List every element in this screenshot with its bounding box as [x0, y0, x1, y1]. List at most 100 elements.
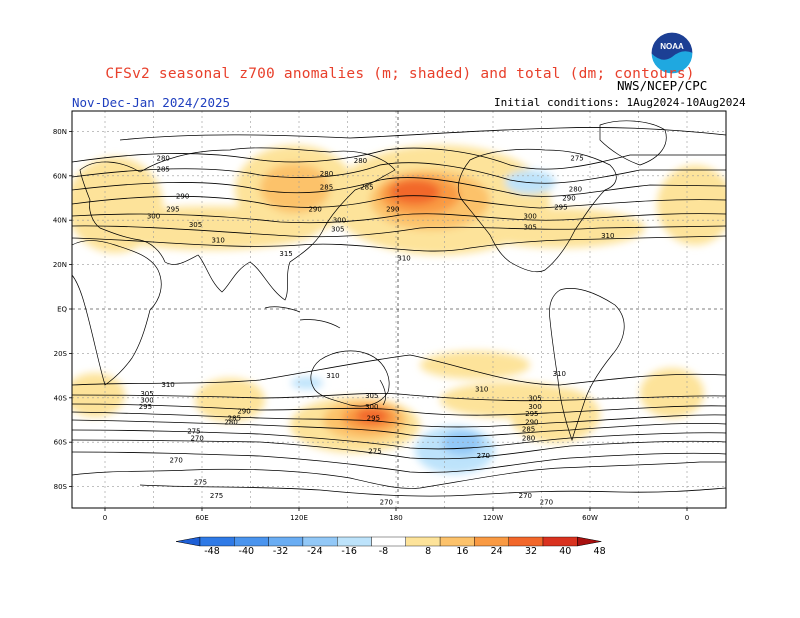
colorbar-label: -16 — [341, 546, 357, 557]
colorbar-label: 16 — [456, 546, 468, 557]
colorbar-box — [405, 536, 441, 547]
contour-label: 285 — [228, 414, 241, 422]
initial-conditions: Initial conditions: 1Aug2024-10Aug2024 — [494, 96, 746, 109]
contour-label: 280 — [522, 434, 535, 442]
contour-label: 280 — [320, 170, 333, 178]
colorbar-box — [508, 536, 544, 547]
contour-sh-270 — [72, 451, 726, 473]
contour-nh-275 — [119, 127, 726, 141]
contour-label: 290 — [525, 419, 538, 427]
contour-sh-290 — [72, 419, 726, 438]
contour-label: 295 — [166, 206, 179, 214]
contour-label: 270 — [540, 499, 553, 507]
coast-africa — [72, 240, 162, 386]
contour-label: 290 — [386, 206, 399, 214]
contour-label: 305 — [528, 394, 541, 402]
contour-label: 310 — [397, 254, 410, 262]
contour-label: 270 — [380, 499, 393, 507]
colorbar-box — [302, 536, 338, 547]
lon-label: 180 — [389, 514, 402, 522]
contour-label: 275 — [570, 155, 583, 163]
forecast-period: Nov-Dec-Jan 2024/2025 — [72, 95, 231, 110]
contour-nh-285 — [72, 162, 726, 184]
anomaly-peak-north-pacific — [390, 180, 440, 204]
contour-nh-300 — [72, 213, 726, 224]
colorbar-arrow-high — [577, 536, 602, 547]
coast-new-zealand — [379, 379, 386, 406]
contour-label: 310 — [326, 372, 339, 380]
colorbar-label: -40 — [239, 546, 255, 557]
contour-label: 295 — [367, 414, 380, 422]
lat-label: 80S — [54, 483, 68, 491]
contour-label: 280 — [157, 155, 170, 163]
lat-label: EQ — [57, 306, 67, 314]
colorbar-label: 24 — [491, 546, 503, 557]
lat-label: 80N — [53, 128, 67, 136]
anomaly-neg-s-indian — [291, 377, 323, 389]
coast-indonesia — [264, 306, 341, 329]
contour-label: 285 — [522, 425, 535, 433]
coast-greenland — [599, 120, 667, 166]
contour-label: 280 — [224, 419, 237, 427]
contour-label: 290 — [237, 408, 250, 416]
contour-label: 280 — [354, 157, 367, 165]
colorbar-label: 32 — [525, 546, 537, 557]
contour-sh-300 — [72, 403, 726, 416]
colorbar-box — [199, 536, 235, 547]
contour-label: 315 — [279, 250, 292, 258]
coastlines — [72, 120, 726, 489]
latitude-labels: 80N 60N 40N 20N EQ 20S 40S 60S 80S — [53, 128, 72, 491]
colorbar-box — [439, 536, 475, 547]
lat-label: 40S — [54, 394, 68, 402]
contour-label: 305 — [365, 392, 378, 400]
coast-europe-asia — [79, 147, 396, 301]
lat-label: 20N — [53, 261, 67, 269]
contour-label: 310 — [601, 232, 614, 240]
contour-nh-310 — [72, 235, 726, 252]
contour-label: 300 — [147, 212, 160, 220]
contour-label: 310 — [475, 385, 488, 393]
logo-text: NOAA — [660, 42, 684, 51]
colorbar-arrow-low — [175, 536, 201, 547]
contour-label: 305 — [140, 390, 153, 398]
lat-label: 40N — [53, 217, 67, 225]
equator-and-dateline — [72, 111, 726, 508]
contour-label: 300 — [333, 217, 346, 225]
colorbar-box — [474, 536, 509, 547]
contour-label: 270 — [169, 456, 182, 464]
longitude-labels: 0 60E 120E 180 120W 60W 0 — [103, 508, 689, 522]
coast-australia — [310, 350, 390, 407]
contour-label: 310 — [211, 237, 224, 245]
anomaly-neg-canada — [505, 170, 555, 194]
contour-sh-280 — [72, 429, 726, 450]
colorbar-label: 40 — [559, 546, 571, 557]
lat-label: 60S — [54, 439, 68, 447]
contour-label: 280 — [569, 186, 582, 194]
contour-label: 290 — [176, 192, 189, 200]
contour-label: 295 — [139, 403, 152, 411]
contour-label: 300 — [140, 397, 153, 405]
lon-label: 0 — [685, 514, 689, 522]
anomaly-pos-sw-pacific — [420, 351, 530, 379]
lat-label: 20S — [54, 350, 68, 358]
noaa-logo: NOAA — [650, 31, 694, 75]
lon-label: 120E — [290, 514, 308, 522]
contour-label: 295 — [525, 410, 538, 418]
colorbar-label: 8 — [425, 546, 431, 557]
contour-label: 290 — [308, 206, 321, 214]
contour-label: 270 — [190, 434, 203, 442]
lon-label: 60E — [195, 514, 208, 522]
contour-label: 285 — [320, 183, 333, 191]
anomaly-pos-s-indian — [195, 378, 265, 422]
contour-label: 305 — [189, 221, 202, 229]
lon-label: 120W — [483, 514, 503, 522]
lon-label: 0 — [103, 514, 107, 522]
colorbar-label: 48 — [594, 546, 606, 557]
contour-labels: 2802852902953003053103152802852903003052… — [139, 155, 615, 507]
colorbar-box — [234, 536, 269, 547]
contour-nh-290 — [72, 177, 726, 197]
contour-label: 305 — [331, 226, 344, 234]
colorbar-label: -32 — [273, 546, 289, 557]
lat-lon-grid — [72, 111, 726, 508]
